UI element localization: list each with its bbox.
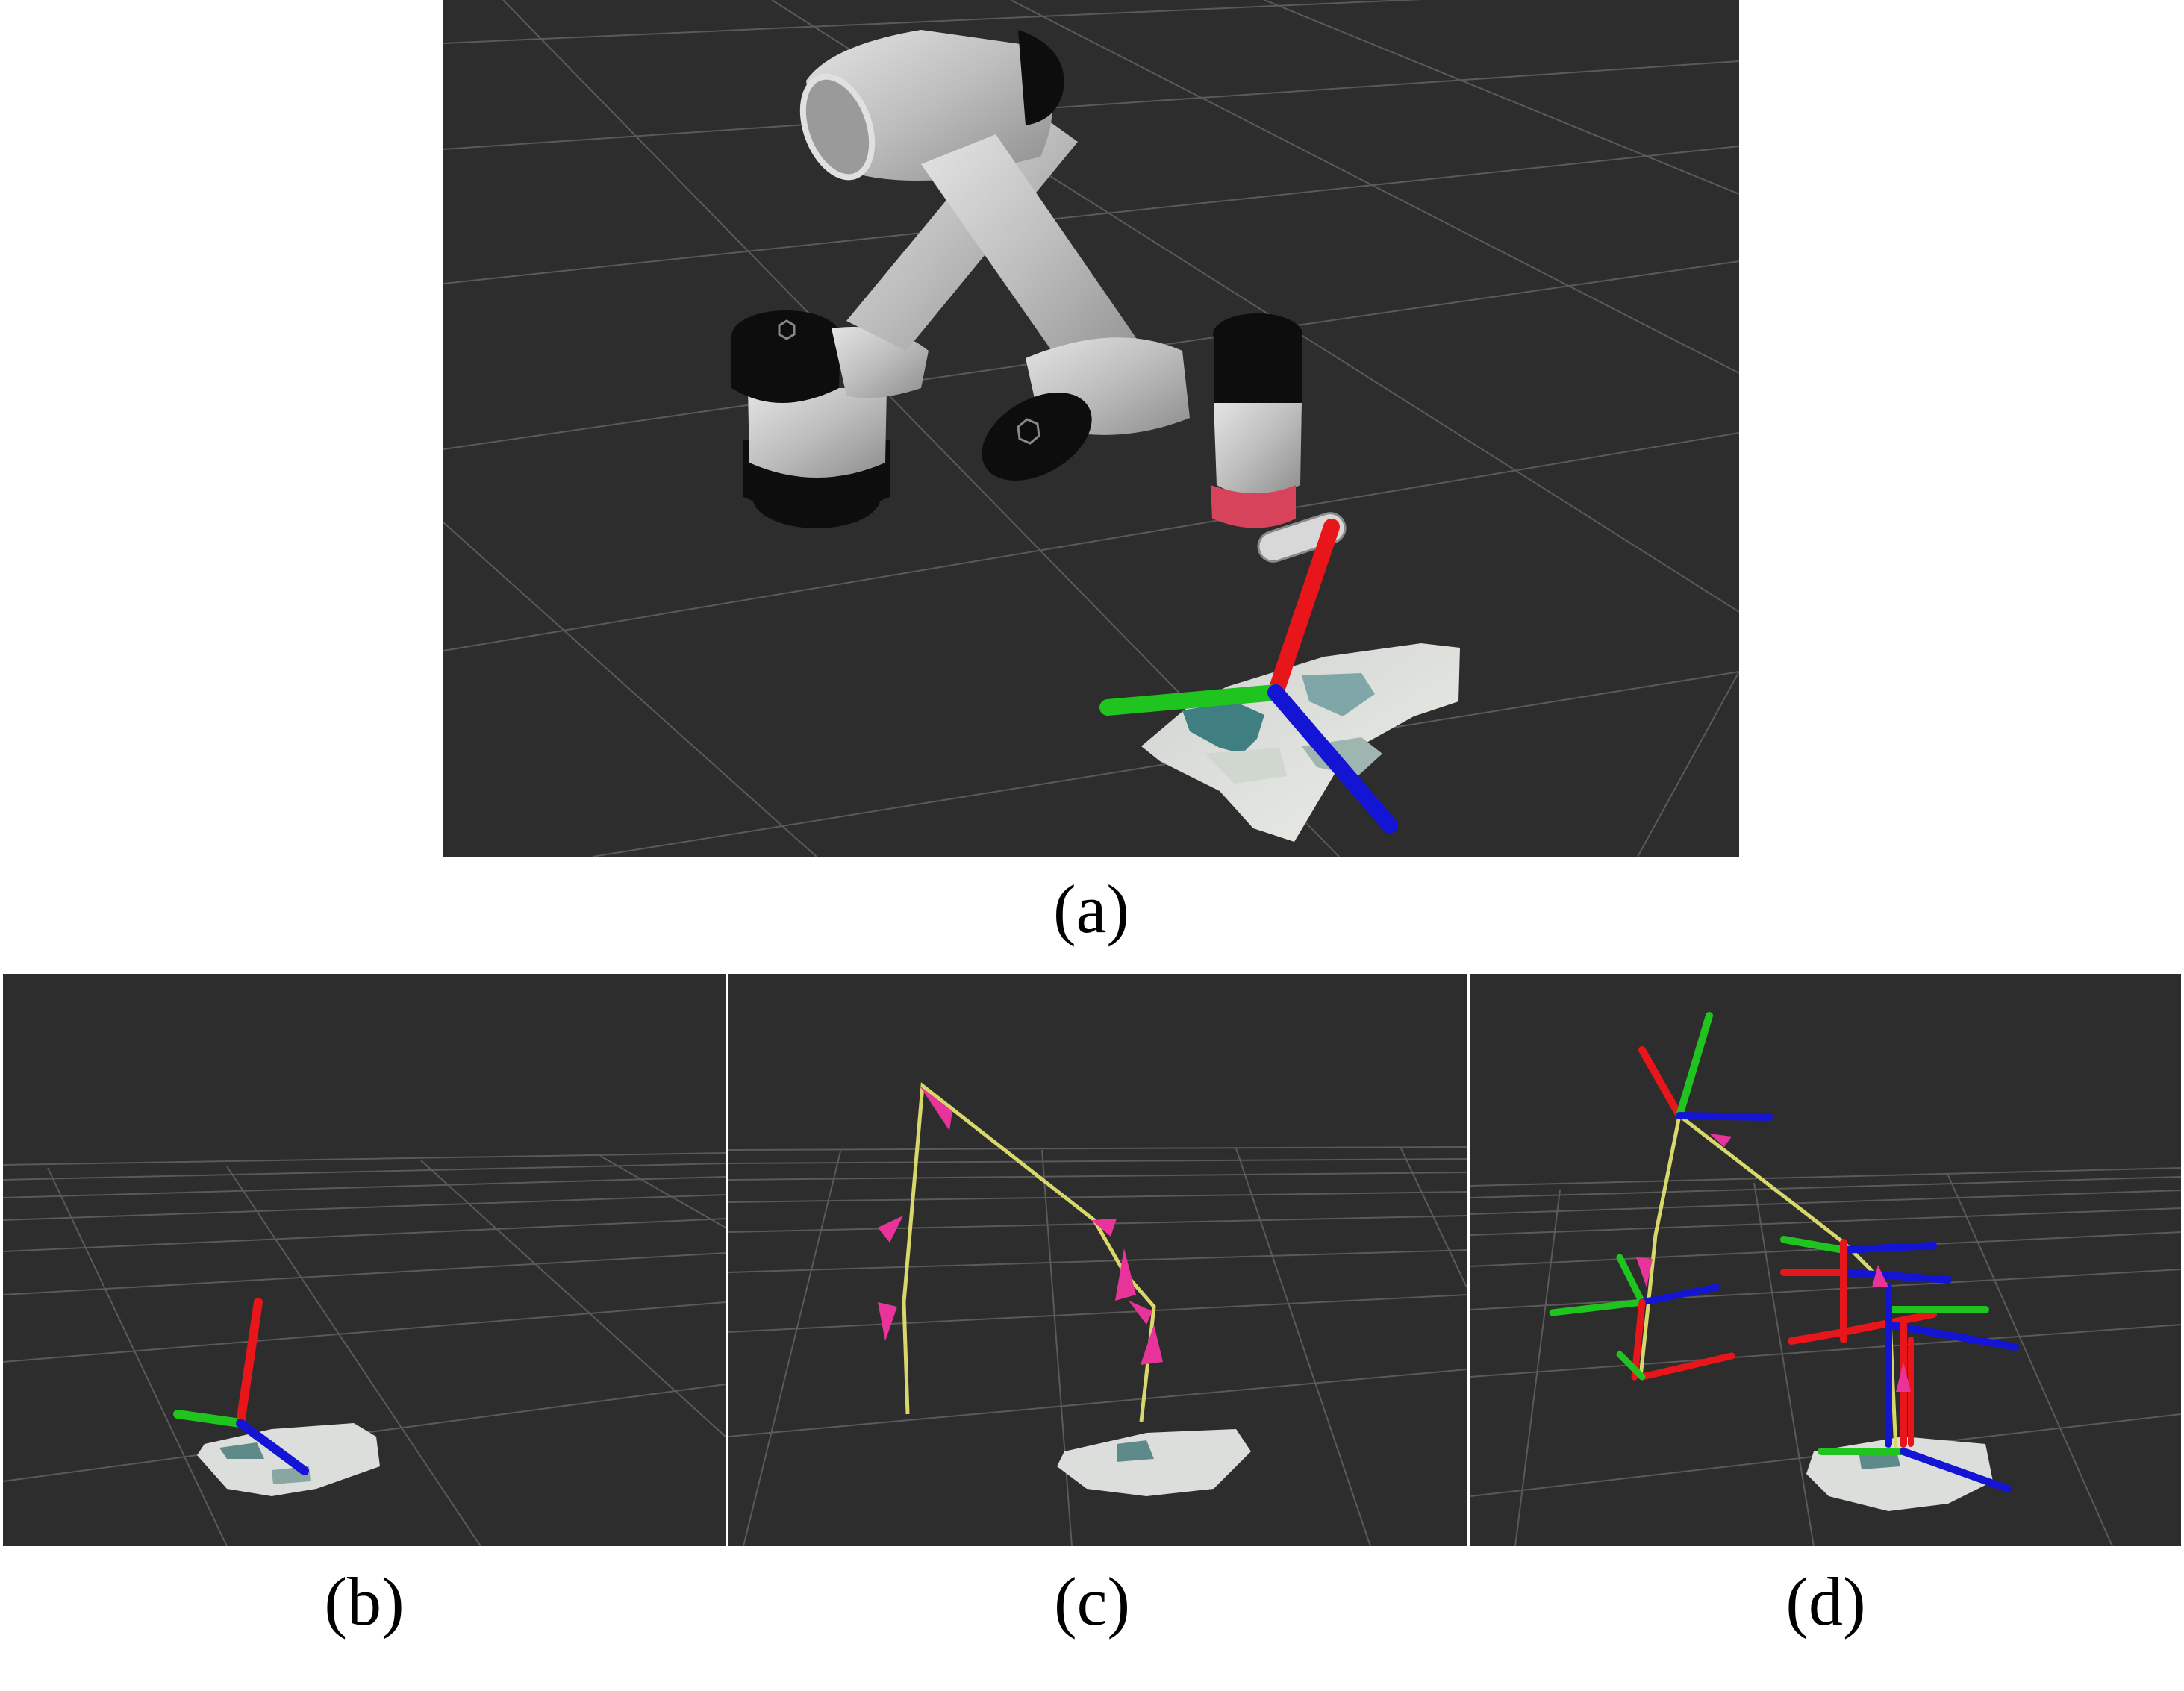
- panel-b-scene: [3, 974, 726, 1546]
- ground-grid: [3, 1152, 726, 1546]
- path-arrows: [1636, 1134, 1911, 1392]
- panel-a-render: [443, 0, 1739, 857]
- panel-c-render: [728, 1082, 1467, 1546]
- pose-frame: [1099, 519, 1398, 834]
- panel-d-render: [1470, 1012, 2181, 1546]
- ground-grid: [728, 1146, 1467, 1546]
- ground-grid: [1470, 1167, 2181, 1546]
- panel-c-scene: [728, 974, 1467, 1546]
- panel-a-scene: [443, 0, 1739, 857]
- pose-frames: [1549, 1012, 2019, 1492]
- path-lines: [1638, 1112, 1898, 1452]
- path-lines: [902, 1082, 1156, 1422]
- caption-a: (a): [1052, 871, 1130, 947]
- point-cloud: [1057, 1429, 1251, 1496]
- robot-arm: [731, 30, 1347, 563]
- caption-b: (b): [324, 1563, 405, 1640]
- caption-c: (c): [1053, 1563, 1131, 1640]
- pose-frame: [173, 1298, 309, 1475]
- panel-b-render: [3, 1152, 726, 1546]
- caption-d: (d): [1785, 1563, 1866, 1640]
- point-cloud: [1141, 643, 1460, 842]
- panel-d-scene: [1470, 974, 2181, 1546]
- path-arrows: [878, 1086, 1163, 1365]
